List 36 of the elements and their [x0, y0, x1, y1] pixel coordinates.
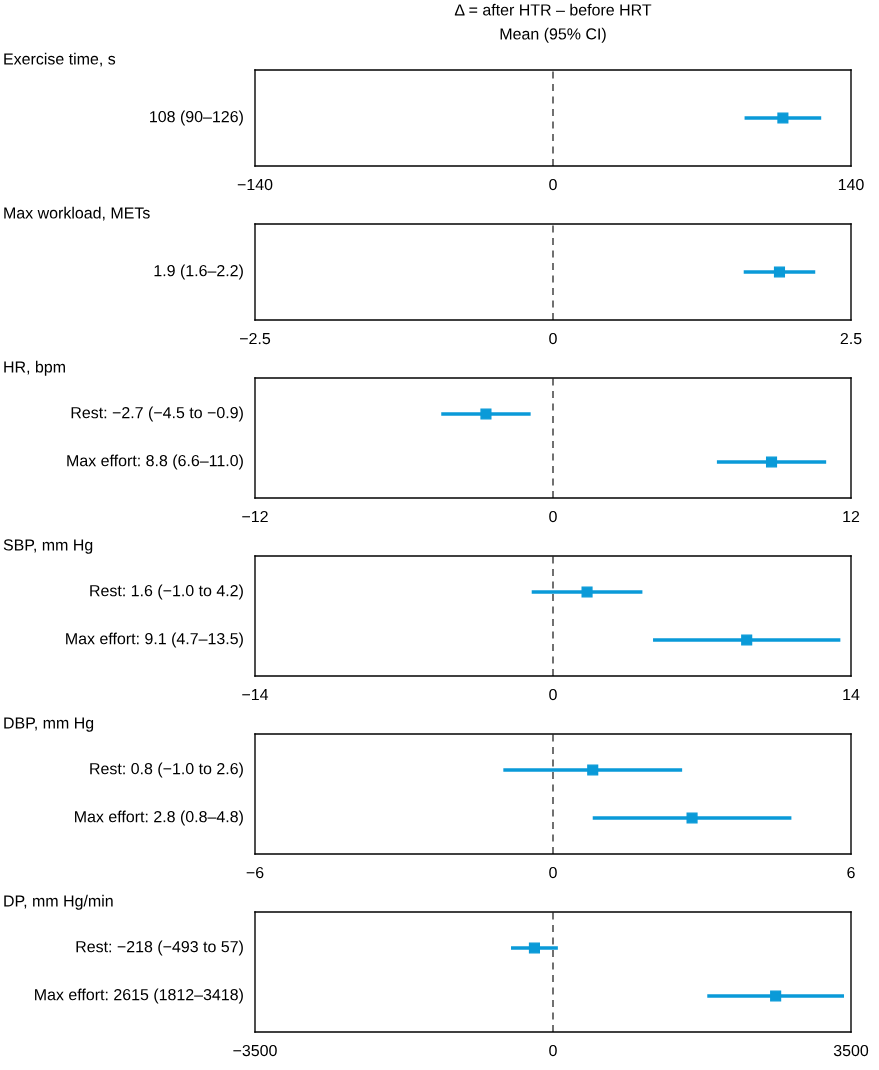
x-tick-label: −2.5: [240, 332, 271, 345]
x-tick-label: −3500: [233, 1044, 277, 1057]
x-tick-label: −140: [237, 178, 273, 191]
text: DP, mm Hg/min: [4, 894, 113, 910]
y-tick-label: Max effort: 9.1 (4.7–13.5): [66, 632, 243, 648]
y-tick-label: 108 (90–126): [150, 110, 243, 126]
y-tick-label: Rest: −218 (−493 to 57): [76, 940, 243, 956]
y-tick-label: Rest: −2.7 (−4.5 to −0.9): [71, 406, 243, 422]
text: DBP, mm Hg: [4, 717, 94, 732]
y-tick-label: Rest: 1.6 (−1.0 to 4.2): [90, 584, 243, 600]
text: Exercise time, s: [4, 52, 116, 67]
text: Mean (95% CI): [500, 27, 606, 43]
x-tick-label: 0: [549, 866, 557, 879]
x-tick-label: 0: [549, 1044, 557, 1057]
y-tick-label: Rest: 0.8 (−1.0 to 2.6): [90, 762, 243, 778]
x-tick-label: 12: [843, 510, 860, 523]
y-tick-label: 1.9 (1.6–2.2): [154, 264, 243, 280]
text: Max workload, METs: [4, 206, 150, 221]
text: HR, bpm: [4, 360, 65, 376]
x-tick-label: 0: [549, 332, 557, 345]
x-tick-label: −6: [246, 866, 264, 879]
y-tick-label: Max effort: 2.8 (0.8–4.8): [75, 810, 243, 826]
y-tick-label: Max effort: 8.8 (6.6–11.0): [67, 454, 243, 470]
x-tick-label: 2.5: [840, 332, 862, 345]
text: Δ = after HTR – before HRT: [454, 3, 652, 16]
x-tick-label: 6: [847, 866, 855, 879]
x-tick-label: 3500: [833, 1044, 869, 1057]
x-tick-label: 14: [843, 689, 860, 701]
x-tick-label: 0: [549, 178, 557, 191]
x-tick-label: −12: [242, 510, 268, 523]
y-tick-label: Max effort: 2615 (1812–3418): [35, 988, 243, 1004]
x-tick-label: 140: [838, 178, 864, 191]
text: SBP, mm Hg: [3, 539, 93, 554]
x-tick-label: −14: [242, 689, 269, 701]
x-tick-label: 0: [549, 688, 557, 701]
x-tick-label: 0: [549, 510, 557, 523]
